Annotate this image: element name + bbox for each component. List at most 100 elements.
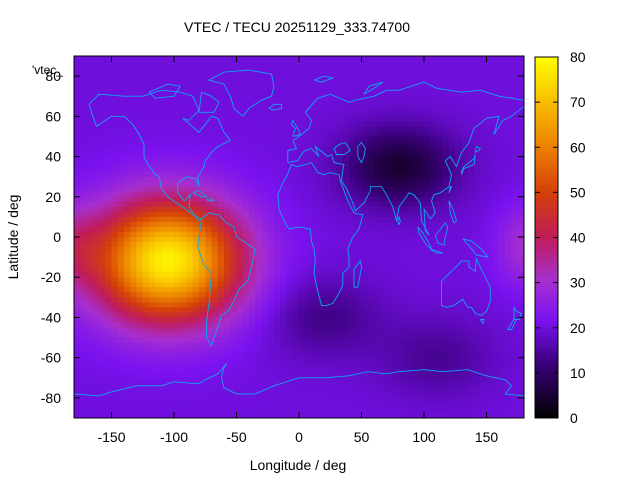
heatmap-cell: [117, 332, 125, 338]
heatmap-cell: [486, 191, 494, 198]
heatmap-cell: [480, 61, 487, 67]
heatmap-cell: [355, 257, 362, 263]
heatmap-cell: [155, 151, 162, 157]
heatmap-cell: [480, 141, 487, 147]
heatmap-cell: [180, 312, 187, 318]
heatmap-cell: [211, 327, 219, 333]
heatmap-cell: [380, 272, 387, 278]
heatmap-cell: [374, 397, 381, 404]
heatmap-cell: [511, 302, 519, 308]
heatmap-cell: [405, 252, 412, 258]
heatmap-cell: [74, 367, 81, 374]
heatmap-cell: [317, 262, 325, 268]
heatmap-cell: [511, 237, 519, 243]
heatmap-cell: [374, 337, 381, 343]
heatmap-cell: [392, 362, 400, 369]
heatmap-cell: [105, 71, 112, 77]
heatmap-cell: [180, 402, 187, 409]
heatmap-cell: [105, 252, 112, 258]
heatmap-cell: [486, 297, 494, 303]
heatmap-cell: [192, 186, 200, 193]
heatmap-cell: [286, 242, 294, 248]
heatmap-cell: [299, 357, 306, 364]
heatmap-cell: [399, 242, 406, 248]
heatmap-cell: [192, 121, 200, 127]
heatmap-cell: [455, 116, 462, 122]
heatmap-cell: [255, 367, 262, 374]
heatmap-cell: [467, 91, 475, 97]
heatmap-cell: [317, 247, 325, 253]
heatmap-cell: [442, 357, 450, 364]
heatmap-cell: [480, 352, 487, 359]
heatmap-cell: [299, 282, 306, 288]
heatmap-cell: [174, 367, 181, 374]
heatmap-cell: [499, 136, 506, 142]
heatmap-cell: [505, 196, 512, 203]
heatmap-cell: [361, 302, 369, 308]
heatmap-cell: [261, 181, 269, 188]
heatmap-cell: [480, 272, 487, 278]
heatmap-cell: [74, 101, 81, 107]
heatmap-cell: [467, 136, 475, 142]
heatmap-cell: [411, 292, 419, 298]
heatmap-cell: [299, 181, 306, 188]
heatmap-cell: [136, 176, 144, 183]
heatmap-cell: [142, 352, 150, 359]
heatmap-cell: [261, 287, 269, 293]
heatmap-cell: [499, 357, 506, 364]
heatmap-cell: [255, 211, 262, 218]
heatmap-cell: [267, 56, 275, 62]
heatmap-cell: [386, 231, 394, 238]
heatmap-cell: [217, 277, 225, 283]
heatmap-cell: [174, 106, 181, 112]
heatmap-cell: [124, 156, 131, 162]
heatmap-cell: [174, 96, 181, 102]
heatmap-cell: [336, 352, 344, 359]
heatmap-cell: [386, 347, 394, 354]
heatmap-cell: [386, 387, 394, 394]
heatmap-cell: [174, 151, 181, 157]
heatmap-cell: [361, 397, 369, 404]
heatmap-cell: [342, 206, 350, 213]
heatmap-cell: [205, 272, 212, 278]
heatmap-cell: [474, 196, 481, 203]
heatmap-cell: [149, 297, 156, 303]
heatmap-cell: [261, 377, 269, 384]
heatmap-cell: [392, 367, 400, 374]
heatmap-cell: [499, 171, 506, 178]
heatmap-cell: [355, 347, 362, 354]
heatmap-cell: [442, 327, 450, 333]
heatmap-cell: [92, 352, 100, 359]
heatmap-cell: [392, 387, 400, 394]
heatmap-cell: [517, 302, 525, 308]
heatmap-cell: [211, 121, 219, 127]
heatmap-cell: [161, 402, 169, 409]
heatmap-cell: [417, 126, 425, 132]
heatmap-cell: [167, 201, 175, 208]
heatmap-cell: [430, 126, 437, 132]
heatmap-cell: [349, 76, 356, 82]
heatmap-cell: [199, 76, 206, 82]
heatmap-cell: [211, 397, 219, 404]
heatmap-cell: [80, 342, 87, 349]
heatmap-cell: [417, 176, 425, 183]
heatmap-cell: [305, 357, 312, 364]
heatmap-cell: [111, 372, 119, 379]
heatmap-cell: [411, 136, 419, 142]
heatmap-cell: [436, 201, 444, 208]
heatmap-cell: [286, 121, 294, 127]
heatmap-cell: [292, 267, 300, 273]
heatmap-cell: [155, 111, 162, 117]
heatmap-cell: [380, 201, 387, 208]
heatmap-cell: [211, 317, 219, 323]
heatmap-cell: [455, 86, 462, 92]
heatmap-cell: [92, 181, 100, 188]
heatmap-cell: [442, 247, 450, 253]
heatmap-cell: [361, 131, 369, 137]
heatmap-cell: [130, 81, 137, 87]
heatmap-cell: [180, 171, 187, 178]
heatmap-cell: [467, 166, 475, 173]
heatmap-cell: [486, 277, 494, 283]
heatmap-cell: [292, 96, 300, 102]
heatmap-cell: [355, 382, 362, 389]
